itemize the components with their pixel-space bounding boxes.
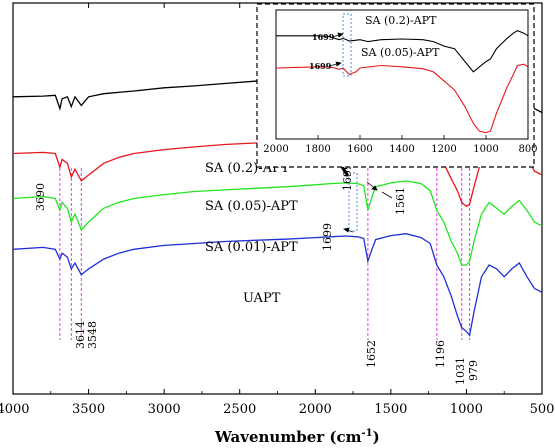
inset-peak-label-1699-upper: 1699 — [312, 32, 335, 42]
series-line-sa-0-01-apt — [12, 180, 543, 266]
inset-x-tick-label-2000: 2000 — [263, 144, 288, 155]
inset-x-axis-ticks: 2000 1800 1600 1400 1200 1000 800 — [263, 135, 538, 155]
inset-series-group — [275, 29, 529, 134]
x-tick-label-3500: 3500 — [72, 402, 105, 417]
peak-label-1196: 1196 — [434, 340, 447, 368]
inset-label-sa005: SA (0.05)-APT — [361, 46, 440, 59]
inset-series-line-sa-0-05-apt — [275, 63, 529, 134]
inset-x-tick-label-1000: 1000 — [473, 144, 498, 155]
inset-pointer-arrows — [328, 32, 344, 67]
x-axis-label-close: ) — [373, 428, 380, 446]
zoom-region-box — [348, 172, 358, 232]
annotation-arrows — [343, 181, 393, 233]
x-tick-label-4000: 4000 — [0, 402, 30, 417]
inset-highlight-box — [342, 13, 352, 77]
x-tick-label-2500: 2500 — [223, 402, 256, 417]
peak-label-3548: 3548 — [86, 321, 99, 349]
peak-label-3614: 3614 — [74, 321, 87, 349]
x-tick-label-2000: 2000 — [299, 402, 332, 417]
peak-label-1652: 1652 — [365, 340, 378, 368]
x-tick-label-1000: 1000 — [450, 402, 483, 417]
peak-label-1699-lower: 1699 — [321, 223, 334, 251]
series-label-sa001: SA (0.01)-APT — [205, 240, 298, 255]
inset-x-tick-label-1800: 1800 — [305, 144, 330, 155]
x-tick-label-1500: 1500 — [374, 402, 407, 417]
peak-label-3690: 3690 — [34, 183, 47, 211]
peak-label-1561: 1561 — [394, 187, 407, 215]
series-label-uapt: UAPT — [243, 291, 281, 306]
inset-x-tick-label-1400: 1400 — [389, 144, 414, 155]
series-label-sa005: SA (0.05)-APT — [205, 199, 298, 214]
inset-x-tick-label-1200: 1200 — [431, 144, 456, 155]
x-tick-label-500: 500 — [530, 402, 555, 417]
inset-frame-outer — [256, 3, 535, 168]
inset-x-tick-label-1600: 1600 — [347, 144, 372, 155]
inset-label-sa02: SA (0.2)-APT — [365, 14, 437, 27]
inset-chart: 2000 1800 1600 1400 1200 1000 800 SA (0.2)-APT… — [256, 3, 538, 168]
x-tick-label-3000: 3000 — [148, 402, 181, 417]
inset-series-line-sa-0-2-apt — [276, 29, 529, 73]
peak-label-1031: 1031 — [454, 357, 467, 385]
x-axis-label: Wavenumber (cm-1) — [214, 428, 380, 446]
inset-x-tick-label-800: 800 — [518, 144, 537, 155]
series-line-uapt — [12, 233, 543, 337]
reference-lines — [59, 168, 471, 340]
x-axis-ticks: 4000 3500 3000 2500 2000 1500 1000 500 — [0, 3, 554, 417]
x-axis-label-superscript: -1 — [361, 428, 372, 439]
inset-peak-label-1699-lower: 1699 — [309, 61, 332, 71]
peak-label-979: 979 — [467, 360, 480, 381]
